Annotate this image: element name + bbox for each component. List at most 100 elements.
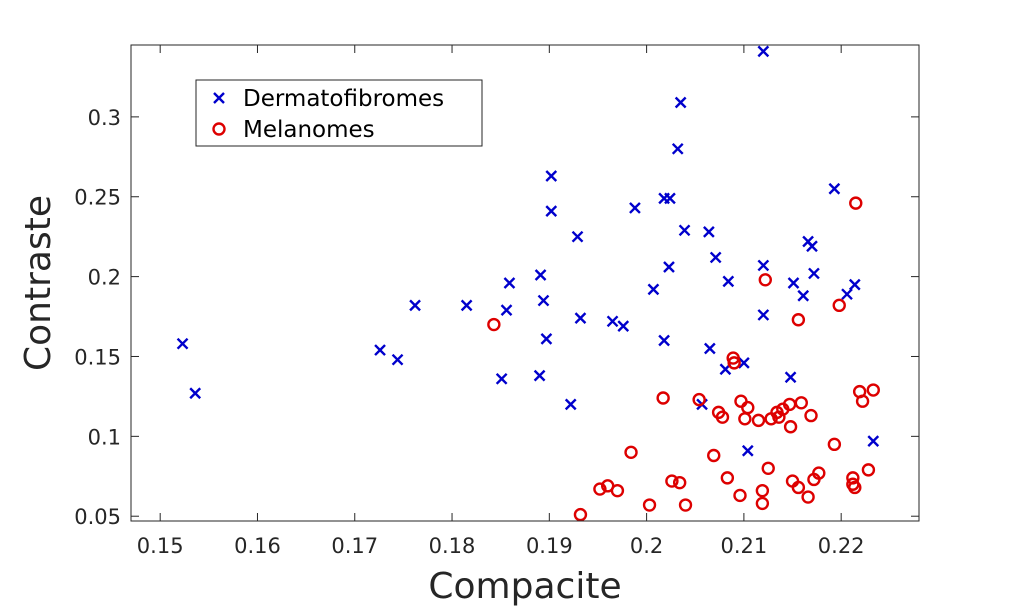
dermatofibrome-point	[617, 320, 630, 332]
legend-label-dermatofibromes: Dermatofibromes	[243, 86, 444, 112]
dermatofibrome-point	[503, 277, 516, 289]
dermatofibrome-point	[787, 277, 800, 289]
dermatofibrome-point	[629, 202, 641, 214]
melanome-point	[832, 298, 846, 313]
dermatofibrome-point	[545, 170, 558, 182]
dermatofibrome-point	[606, 315, 619, 328]
melanome-point	[861, 463, 876, 477]
dermatofibrome-point	[664, 192, 676, 205]
melanome-point	[642, 498, 657, 512]
melanome-point	[573, 507, 588, 522]
dermatofibrome-point	[540, 333, 553, 345]
plot-frame	[130, 44, 920, 522]
x-tick-label: 0.15	[137, 534, 184, 558]
dermatofibrome-point	[841, 288, 853, 301]
dermatofibrome-point	[671, 142, 684, 155]
dermatofibrome-point	[409, 299, 421, 312]
dermatofibrome-point	[703, 342, 716, 355]
legend-marker-melanomes	[212, 122, 226, 136]
x-tick-label: 0.17	[331, 534, 378, 558]
x-tick-label: 0.16	[234, 534, 281, 558]
legend-markers	[212, 92, 226, 136]
dermatofibrome-point	[828, 182, 841, 195]
melanome-point	[624, 445, 638, 460]
dermatofibrome-point	[495, 372, 508, 385]
dermatofibrome-point	[374, 344, 386, 356]
melanome-point	[715, 410, 730, 424]
melanome-point	[593, 482, 607, 496]
melanome-point	[804, 408, 818, 423]
dermatofibrome-point	[500, 304, 513, 317]
melanome-point	[672, 475, 687, 490]
dermatofibrome-point	[391, 353, 404, 366]
legend-marker-dermatofibromes	[213, 92, 225, 104]
melanome-point	[678, 498, 693, 512]
dermatofibrome-point	[722, 275, 735, 288]
melanome-point	[827, 437, 842, 452]
x-tick-label: 0.2	[630, 534, 663, 558]
melanome-point	[656, 391, 670, 405]
melanome-point	[855, 394, 870, 408]
data-markers	[176, 45, 880, 522]
dermatofibrome-point	[757, 259, 770, 272]
y-axis-title: Contraste	[18, 195, 59, 371]
dermatofibrome-point	[757, 309, 770, 321]
melanome-point	[487, 317, 501, 332]
y-tick-label: 0.3	[88, 106, 121, 130]
dermatofibrome-point	[533, 369, 546, 382]
x-tick-label: 0.22	[818, 534, 865, 558]
melanome-point	[707, 448, 721, 463]
melanome-point	[758, 273, 772, 287]
melanome-point	[812, 466, 826, 480]
dermatofibrome-point	[564, 398, 577, 411]
melanome-point	[665, 474, 679, 488]
x-axis-ticks: 0.15 0.16 0.17 0.18 0.19 0.2 0.21 0.22	[137, 45, 865, 558]
x-tick-label: 0.21	[721, 534, 768, 558]
dermatofibrome-point	[176, 337, 189, 350]
dermatofibrome-point	[741, 444, 754, 457]
melanome-point	[755, 483, 770, 498]
melanome-point	[727, 356, 741, 370]
dermatofibrome-point	[658, 334, 670, 347]
dermatofibrome-point	[678, 224, 691, 237]
melanome-point	[791, 480, 806, 495]
melanome-point	[610, 483, 625, 498]
y-axis-ticks: 0.05 0.1 0.15 0.2 0.25 0.3	[74, 106, 919, 529]
dermatofibrome-point	[784, 371, 797, 384]
x-tick-label: 0.19	[526, 534, 573, 558]
dermatofibrome-point	[647, 283, 660, 296]
x-tick-label: 0.18	[429, 534, 476, 558]
dermatofibrome-point	[703, 226, 715, 238]
melanome-point	[866, 383, 880, 397]
dermatofibrome-point	[848, 278, 861, 291]
dermatofibrome-point	[545, 205, 558, 217]
y-tick-label: 0.05	[74, 505, 121, 529]
legend-label-melanomes: Melanomes	[243, 117, 375, 143]
dermatofibrome-point	[534, 269, 547, 281]
melanome-point	[741, 400, 755, 415]
dermatofibrome-point	[674, 96, 687, 109]
melanome-point	[733, 488, 747, 503]
dermatofibrome-point	[738, 357, 750, 369]
dermatofibrome-point	[189, 387, 202, 400]
melanome-point	[801, 490, 815, 504]
x-axis-title: Compacite	[428, 566, 621, 607]
dermatofibrome-point	[806, 240, 818, 253]
melanome-point	[848, 480, 862, 495]
dermatofibrome-point	[709, 251, 722, 264]
y-tick-label: 0.2	[88, 266, 121, 290]
y-tick-label: 0.25	[74, 186, 121, 210]
dermatofibrome-point	[537, 294, 550, 307]
dermatofibrome-point	[808, 267, 820, 280]
melanome-point	[849, 196, 863, 210]
dermatofibrome-point	[867, 435, 880, 447]
dermatofibrome-point	[574, 312, 587, 324]
dermatofibrome-point	[663, 261, 675, 273]
melanome-point	[720, 471, 735, 485]
melanome-point	[791, 313, 806, 327]
melanome-point	[761, 461, 775, 475]
legend-box	[195, 79, 483, 147]
y-tick-label: 0.1	[88, 425, 121, 449]
legend: Dermatofibromes Melanomes	[195, 79, 483, 147]
dermatofibrome-point	[797, 289, 810, 302]
